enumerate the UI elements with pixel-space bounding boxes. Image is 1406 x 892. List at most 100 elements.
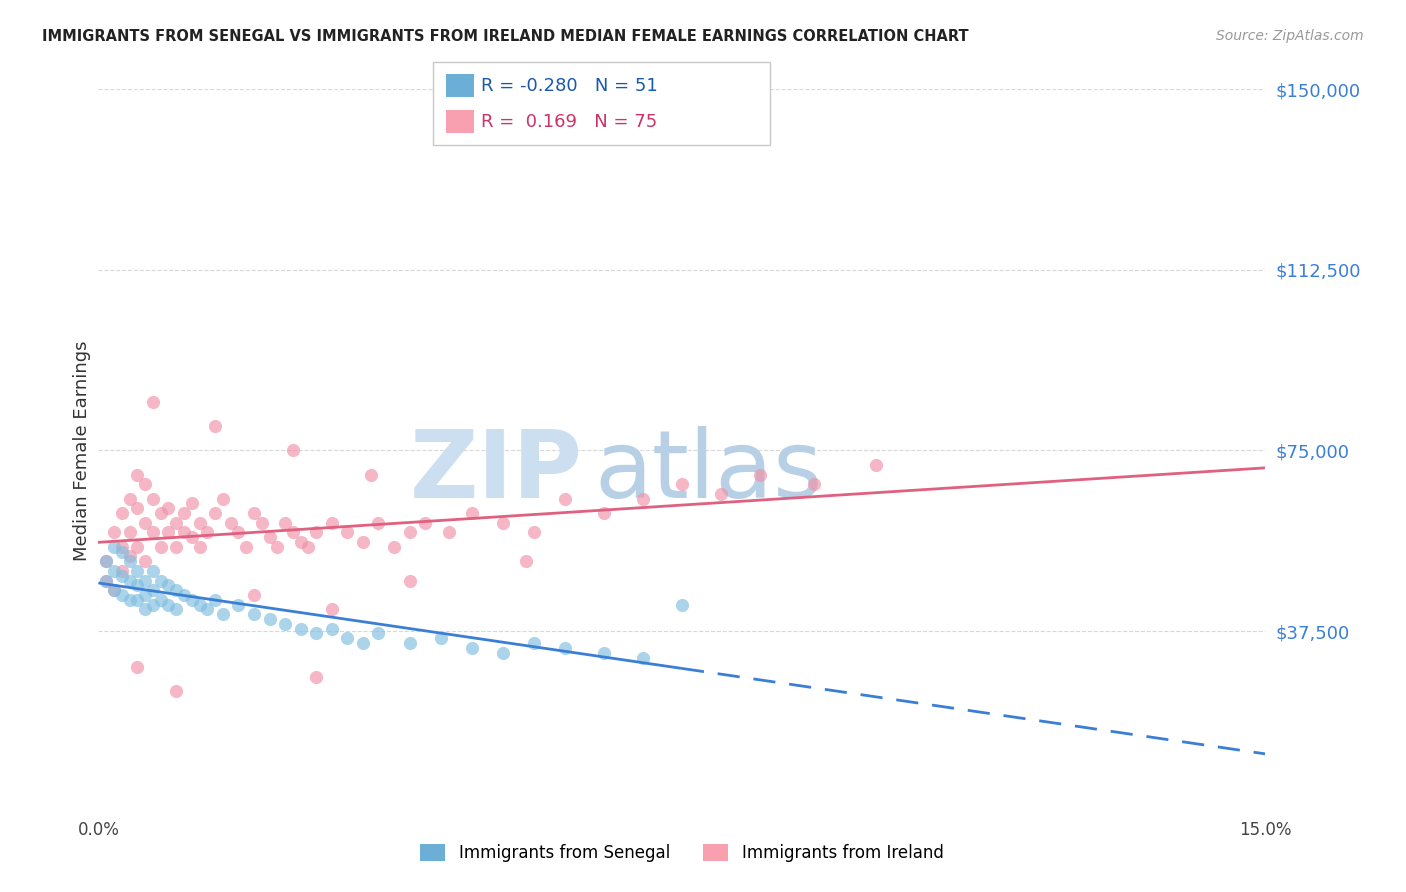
Point: [671, 477, 693, 491]
Point: [259, 612, 281, 626]
Point: [204, 592, 226, 607]
Point: [523, 636, 546, 650]
Point: [188, 516, 211, 530]
Point: [219, 516, 242, 530]
Point: [118, 592, 141, 607]
Point: [96, 574, 118, 588]
Point: [710, 487, 733, 501]
Point: [157, 578, 180, 592]
Point: [127, 564, 149, 578]
Point: [243, 506, 266, 520]
Point: [180, 592, 202, 607]
Point: [554, 491, 576, 506]
Point: [180, 496, 202, 510]
Point: [382, 540, 405, 554]
Point: [352, 636, 374, 650]
Legend: Immigrants from Senegal, Immigrants from Ireland: Immigrants from Senegal, Immigrants from…: [413, 837, 950, 869]
Point: [492, 646, 515, 660]
Point: [149, 540, 172, 554]
Point: [865, 458, 887, 472]
Point: [803, 477, 825, 491]
Point: [352, 535, 374, 549]
Point: [321, 516, 343, 530]
Point: [111, 506, 134, 520]
Point: [165, 516, 187, 530]
Point: [173, 525, 195, 540]
Point: [593, 506, 616, 520]
Point: [142, 525, 165, 540]
Point: [593, 646, 616, 660]
Point: [142, 583, 165, 598]
Point: [274, 516, 297, 530]
Point: [134, 602, 156, 616]
Point: [259, 530, 281, 544]
Point: [165, 602, 187, 616]
Point: [204, 506, 226, 520]
Point: [157, 501, 180, 516]
Text: Source: ZipAtlas.com: Source: ZipAtlas.com: [1216, 29, 1364, 43]
Point: [281, 525, 304, 540]
Point: [336, 525, 359, 540]
Point: [111, 544, 134, 558]
Point: [103, 525, 125, 540]
Point: [103, 540, 125, 554]
Point: [103, 583, 125, 598]
Point: [305, 525, 328, 540]
Point: [243, 607, 266, 622]
Point: [554, 640, 576, 655]
Point: [165, 583, 187, 598]
Point: [228, 598, 250, 612]
Point: [274, 616, 297, 631]
Point: [212, 607, 235, 622]
Point: [305, 670, 328, 684]
Point: [142, 491, 165, 506]
Point: [195, 602, 218, 616]
Point: [127, 540, 149, 554]
Point: [367, 626, 389, 640]
Point: [134, 477, 156, 491]
Point: [243, 588, 266, 602]
Point: [367, 516, 389, 530]
Point: [118, 554, 141, 568]
Point: [631, 650, 654, 665]
Point: [413, 516, 436, 530]
Point: [111, 588, 134, 602]
Point: [96, 574, 118, 588]
Point: [127, 501, 149, 516]
Point: [429, 632, 451, 646]
Point: [305, 626, 328, 640]
Point: [134, 588, 156, 602]
Point: [173, 506, 195, 520]
Point: [250, 516, 273, 530]
Point: [111, 568, 134, 582]
Point: [134, 554, 156, 568]
Point: [492, 516, 515, 530]
Point: [96, 554, 118, 568]
Point: [290, 622, 312, 636]
Point: [134, 574, 156, 588]
Point: [515, 554, 537, 568]
Point: [631, 491, 654, 506]
Point: [461, 506, 484, 520]
Point: [461, 640, 484, 655]
Point: [398, 636, 420, 650]
Point: [266, 540, 288, 554]
Point: [149, 592, 172, 607]
Point: [157, 598, 180, 612]
Point: [180, 530, 202, 544]
Point: [204, 419, 226, 434]
Point: [321, 622, 343, 636]
Point: [103, 583, 125, 598]
Text: IMMIGRANTS FROM SENEGAL VS IMMIGRANTS FROM IRELAND MEDIAN FEMALE EARNINGS CORREL: IMMIGRANTS FROM SENEGAL VS IMMIGRANTS FR…: [42, 29, 969, 44]
Point: [398, 574, 420, 588]
Point: [142, 564, 165, 578]
Point: [127, 467, 149, 482]
Point: [118, 525, 141, 540]
Point: [149, 574, 172, 588]
Point: [360, 467, 382, 482]
Point: [188, 540, 211, 554]
Point: [173, 588, 195, 602]
Point: [336, 632, 359, 646]
Point: [118, 491, 141, 506]
Point: [165, 684, 187, 698]
